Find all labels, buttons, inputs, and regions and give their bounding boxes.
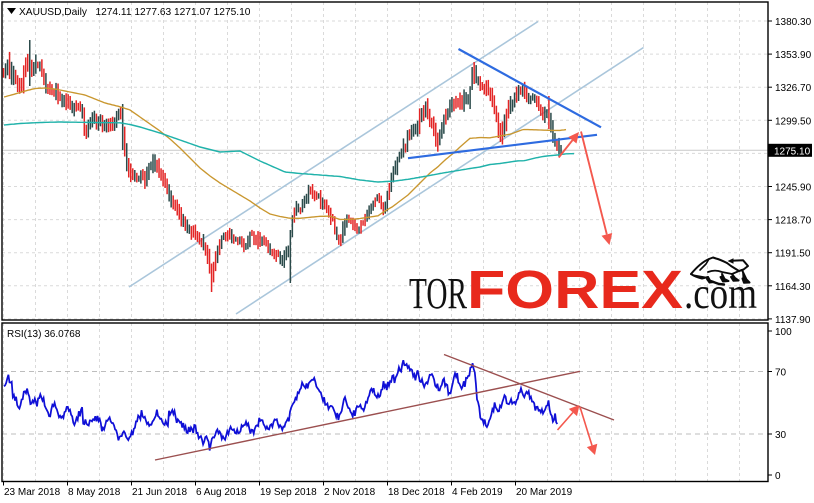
svg-text:RSI(13) 36.0768: RSI(13) 36.0768 [7, 329, 81, 340]
svg-text:2 Nov 2018: 2 Nov 2018 [324, 487, 376, 498]
svg-text:1137.90: 1137.90 [775, 315, 811, 326]
svg-text:100: 100 [775, 327, 792, 338]
svg-text:23 Mar 2018: 23 Mar 2018 [4, 487, 61, 498]
svg-text:1164.30: 1164.30 [775, 282, 811, 293]
svg-text:20 Mar 2019: 20 Mar 2019 [516, 487, 573, 498]
svg-text:FOREX: FOREX [467, 260, 683, 320]
svg-text:30: 30 [775, 430, 787, 441]
svg-text:1191.50: 1191.50 [775, 249, 811, 260]
svg-text:TOR: TOR [409, 269, 467, 318]
svg-text:XAUUSD,Daily 1274.11 1277.63: XAUUSD,Daily 1274.11 1277.63 1271.07 127… [19, 7, 251, 18]
svg-text:8 May 2018: 8 May 2018 [68, 487, 121, 498]
svg-text:1326.70: 1326.70 [775, 83, 812, 94]
svg-text:1299.50: 1299.50 [775, 116, 812, 127]
svg-text:1380.30: 1380.30 [775, 17, 812, 28]
svg-text:21 Jun 2018: 21 Jun 2018 [132, 487, 187, 498]
svg-text:0: 0 [775, 471, 781, 482]
svg-text:4 Feb 2019: 4 Feb 2019 [452, 487, 503, 498]
svg-text:18 Dec 2018: 18 Dec 2018 [388, 487, 445, 498]
svg-text:1218.70: 1218.70 [775, 216, 812, 227]
svg-text:70: 70 [775, 368, 787, 379]
svg-text:1245.90: 1245.90 [775, 183, 812, 194]
svg-text:1275.10: 1275.10 [774, 146, 811, 157]
svg-text:6 Aug 2018: 6 Aug 2018 [196, 487, 247, 498]
svg-text:1353.90: 1353.90 [775, 50, 812, 61]
svg-text:19 Sep 2018: 19 Sep 2018 [260, 487, 317, 498]
